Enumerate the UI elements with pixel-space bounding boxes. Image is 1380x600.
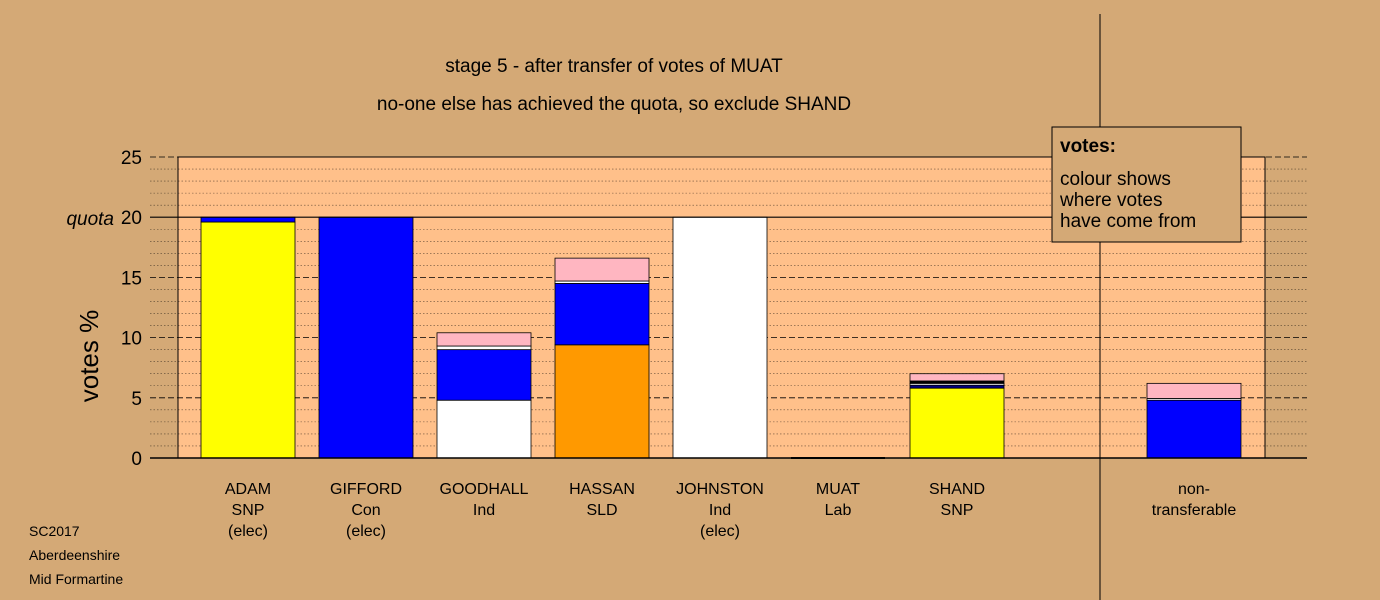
legend-line: where votes [1059, 190, 1162, 211]
bar-segment [436, 332, 532, 347]
bar-segment [554, 257, 650, 282]
category-label: MUAT [816, 481, 860, 498]
footer-council: Aberdeenshire [29, 547, 120, 563]
category-label: Lab [825, 502, 852, 519]
bar-adam [200, 216, 296, 459]
quota-label: quota [66, 209, 114, 230]
bar-segment [436, 349, 532, 401]
category-label: GOODHALL [440, 481, 529, 498]
bar-johnston [672, 216, 768, 459]
bar-shand [909, 373, 1005, 459]
y-tick-label: 20 [121, 208, 142, 229]
category-label: HASSAN [569, 481, 635, 498]
bars [200, 216, 1242, 459]
y-tick-label: 15 [121, 268, 142, 289]
legend-line: colour shows [1060, 169, 1171, 190]
footer-election: SC2017 [29, 523, 80, 539]
bar-segment [909, 373, 1005, 382]
bar-segment [554, 344, 650, 459]
category-label: non- [1178, 481, 1210, 498]
footer-ward: Mid Formartine [29, 571, 123, 587]
bar-gifford [318, 216, 414, 459]
category-label: Con [351, 502, 380, 519]
legend-title: votes: [1060, 136, 1116, 157]
bar-segment [200, 221, 296, 459]
category-labels: ADAM SNP (elec) GIFFORD Con (elec) GOODHALL Ind… [225, 481, 1236, 540]
category-label: JOHNSTON [676, 481, 764, 498]
category-label: SNP [232, 502, 265, 519]
category-label: GIFFORD [330, 481, 402, 498]
category-label: transferable [1152, 502, 1237, 519]
category-label: ADAM [225, 481, 271, 498]
chart-subtitle: no-one else has achieved the quota, so e… [377, 94, 851, 115]
bar-hassan [554, 257, 650, 459]
category-label: SHAND [929, 481, 985, 498]
category-label: (elec) [700, 523, 740, 540]
legend-line: have come from [1060, 211, 1196, 232]
category-label: Ind [473, 502, 495, 519]
bar-segment [200, 216, 296, 223]
bar-segment [1146, 399, 1242, 459]
y-tick-label: 10 [121, 329, 142, 350]
bar-segment [909, 384, 1005, 389]
category-label: SNP [941, 502, 974, 519]
y-tick-label: 5 [131, 389, 142, 410]
y-tick-label: 0 [131, 449, 142, 470]
bar-segment [909, 387, 1005, 459]
chart-title: stage 5 - after transfer of votes of MUA… [445, 56, 783, 77]
category-label: SLD [586, 502, 617, 519]
bar-segment [436, 399, 532, 459]
category-label: Ind [709, 502, 731, 519]
category-label: (elec) [346, 523, 386, 540]
legend-box: votes: colour shows where votes have com… [1051, 126, 1242, 243]
bar-segment [436, 345, 532, 351]
bar-segment [554, 283, 650, 346]
y-tick-label: 25 [121, 148, 142, 169]
y-axis-label: votes % [74, 310, 104, 403]
category-label: (elec) [228, 523, 268, 540]
bar-goodhall [436, 332, 532, 459]
bar-segment [672, 216, 768, 459]
bar-non-transferable [1146, 382, 1242, 459]
bar-segment [1146, 382, 1242, 399]
bar-segment [318, 216, 414, 459]
